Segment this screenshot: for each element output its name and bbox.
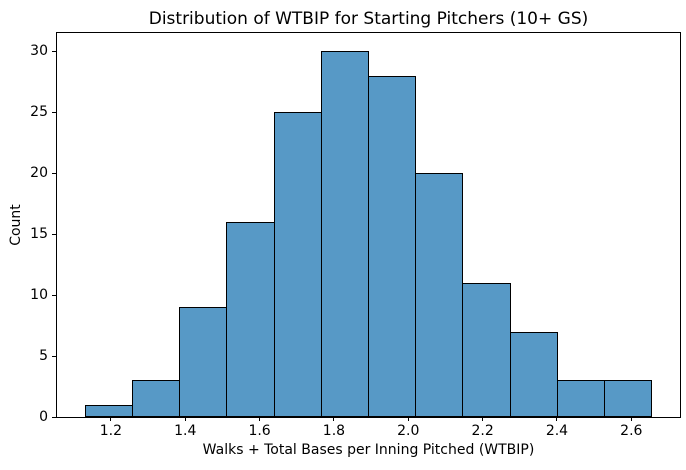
x-tick-label: 1.8 [322, 423, 346, 439]
x-tick-label: 1.2 [99, 423, 123, 439]
x-tick-label: 2.4 [545, 423, 569, 439]
y-tick-label: 5 [39, 348, 48, 365]
x-tick-mark [630, 417, 632, 421]
histogram-bar [179, 307, 228, 417]
histogram-bar [415, 173, 464, 417]
y-tick-mark [52, 294, 56, 296]
histogram-bar [509, 331, 558, 417]
y-tick-label: 0 [39, 409, 48, 425]
x-tick-mark [184, 417, 186, 421]
histogram-bar [84, 404, 133, 417]
histogram-bar [368, 75, 417, 417]
y-tick-mark [52, 111, 56, 113]
x-tick-mark [407, 417, 409, 421]
y-tick-mark [52, 172, 56, 174]
x-tick-label: 2.0 [397, 423, 420, 439]
x-tick-mark [110, 417, 112, 421]
histogram-bar [604, 380, 653, 417]
histogram-bar [273, 112, 322, 417]
y-tick-label: 30 [30, 43, 48, 60]
y-tick-label: 10 [30, 287, 48, 304]
histogram-bar [462, 282, 511, 417]
x-tick-label: 2.6 [620, 423, 643, 439]
x-tick-label: 1.4 [174, 423, 197, 439]
y-tick-label: 15 [30, 226, 48, 243]
y-tick-mark [52, 355, 56, 357]
histogram-bar [556, 380, 606, 417]
x-axis-label: Walks + Total Bases per Inning Pitched (… [202, 442, 535, 458]
histogram-bar [320, 51, 369, 417]
y-tick-mark [52, 233, 56, 235]
x-tick-mark [482, 417, 484, 421]
chart-title: Distribution of WTBIP for Starting Pitch… [148, 9, 589, 29]
histogram-bar [226, 221, 275, 417]
y-tick-label: 25 [30, 104, 48, 121]
x-tick-mark [259, 417, 261, 421]
x-tick-label: 2.2 [471, 423, 494, 439]
x-tick-mark [556, 417, 558, 421]
x-tick-label: 1.6 [248, 423, 271, 439]
plot-area [56, 32, 681, 418]
histogram-bar [131, 380, 181, 417]
y-tick-mark [52, 416, 56, 418]
x-tick-mark [333, 417, 335, 421]
y-tick-label: 20 [30, 165, 48, 182]
y-tick-mark [52, 50, 56, 52]
